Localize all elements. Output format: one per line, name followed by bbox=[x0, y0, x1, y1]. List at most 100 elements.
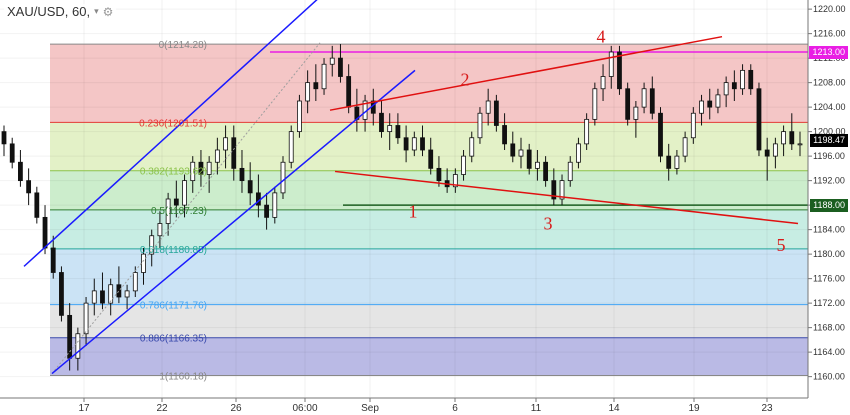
candle-body bbox=[247, 180, 253, 194]
candle-body bbox=[559, 180, 565, 200]
x-tick-label: 17 bbox=[78, 403, 90, 414]
symbol-interval-label[interactable]: XAU/USD, 60, bbox=[7, 4, 91, 19]
y-tick-label: 1196.00 bbox=[813, 151, 845, 161]
candle-body bbox=[649, 88, 655, 114]
wave-label: 3 bbox=[544, 214, 553, 234]
candle-body bbox=[740, 69, 745, 90]
candle-body bbox=[411, 137, 417, 151]
candle-body bbox=[280, 161, 286, 194]
y-tick-label: 1168.00 bbox=[813, 323, 845, 333]
candle-body bbox=[682, 137, 688, 157]
x-axis-bg bbox=[0, 398, 850, 415]
candle-body bbox=[608, 51, 614, 77]
fib-level-label: 0.786(1171.76) bbox=[140, 301, 207, 312]
candle-body bbox=[231, 137, 237, 169]
candle-body bbox=[198, 161, 204, 175]
y-tick-label: 1200.00 bbox=[813, 127, 846, 137]
gear-icon[interactable]: ⚙ bbox=[102, 4, 114, 19]
price-badge: 1213.00 bbox=[809, 45, 848, 59]
candle-body bbox=[567, 161, 573, 182]
candle-body bbox=[461, 155, 466, 175]
y-tick-label: 1220.00 bbox=[813, 4, 846, 14]
candle-body bbox=[50, 247, 56, 273]
candle-body bbox=[9, 143, 15, 163]
candle-body bbox=[346, 76, 352, 108]
candle-body bbox=[658, 112, 663, 157]
fib-level-label: 0.236(1201.51) bbox=[139, 118, 207, 129]
fib-zone bbox=[50, 44, 808, 123]
price-badge: 1198.47 bbox=[810, 134, 848, 148]
fib-level-label: 0.886(1166.35) bbox=[140, 334, 207, 345]
chart-header: XAU/USD, 60, ▾ ⚙ bbox=[4, 4, 117, 19]
candle-body bbox=[641, 88, 647, 108]
candle-body bbox=[715, 94, 721, 108]
candle-body bbox=[182, 180, 187, 206]
candle-body bbox=[223, 137, 228, 151]
candle-body bbox=[83, 302, 89, 335]
candle-body bbox=[477, 112, 483, 139]
candle-body bbox=[100, 290, 105, 304]
candle-body bbox=[387, 125, 393, 133]
candle-body bbox=[379, 112, 384, 133]
candle-body bbox=[116, 284, 122, 298]
candle-body bbox=[338, 57, 343, 77]
wedge-lower-line bbox=[334, 170, 799, 225]
y-tick-label: 1184.00 bbox=[813, 225, 845, 235]
candle-body bbox=[141, 253, 146, 273]
candle-body bbox=[436, 167, 442, 182]
fib-level-label: 0.618(1180.85) bbox=[140, 245, 207, 256]
candle-body bbox=[731, 82, 737, 90]
x-tick-label: 26 bbox=[230, 403, 242, 414]
x-tick-label: 06:00 bbox=[292, 403, 317, 414]
candle-body bbox=[91, 290, 97, 304]
candle-body bbox=[748, 69, 754, 90]
fib-level-label: 0.5(1187.23) bbox=[151, 206, 207, 217]
candle-body bbox=[674, 155, 680, 169]
candle-body bbox=[75, 333, 81, 359]
candle-body bbox=[239, 167, 245, 182]
candle-body bbox=[124, 290, 130, 298]
candle-body bbox=[34, 192, 40, 218]
candle-body bbox=[526, 149, 532, 169]
channel-lower-line bbox=[51, 69, 416, 375]
candle-body bbox=[26, 180, 32, 194]
fib-zone bbox=[50, 248, 808, 305]
y-tick-label: 1160.00 bbox=[813, 372, 845, 382]
candle-body bbox=[18, 161, 23, 182]
candle-body bbox=[190, 161, 196, 182]
candle-body bbox=[420, 137, 425, 151]
candle-body bbox=[173, 198, 179, 206]
x-tick-label: 23 bbox=[761, 403, 773, 414]
candle-body bbox=[149, 235, 155, 255]
candle-body bbox=[756, 88, 762, 151]
fib-level-label: 1(1160.18) bbox=[159, 372, 207, 383]
x-tick-label: 14 bbox=[608, 403, 620, 414]
candle-body bbox=[59, 272, 64, 316]
candle-body bbox=[584, 118, 590, 145]
y-tick-label: 1180.00 bbox=[813, 249, 845, 259]
price-badge: 1188.00 bbox=[810, 198, 848, 212]
candle-body bbox=[493, 100, 499, 126]
candle-body bbox=[428, 149, 434, 169]
candle-body bbox=[764, 149, 770, 157]
y-tick-label: 1164.00 bbox=[813, 347, 845, 357]
candle-body bbox=[485, 100, 491, 114]
candle-body bbox=[132, 272, 138, 292]
wave-label: 4 bbox=[597, 27, 606, 47]
candle-body bbox=[321, 63, 327, 90]
candle-body bbox=[329, 57, 335, 65]
candle-body bbox=[699, 100, 704, 114]
fib-zone bbox=[50, 337, 808, 376]
candle-body bbox=[592, 88, 598, 120]
candle-body bbox=[288, 131, 294, 163]
candle-body bbox=[272, 192, 278, 218]
candle-body bbox=[535, 161, 540, 169]
candle-body bbox=[42, 216, 48, 249]
x-tick-label: 6 bbox=[452, 403, 458, 414]
candle-body bbox=[789, 131, 795, 145]
candle-body bbox=[264, 204, 269, 218]
chevron-down-icon[interactable]: ▾ bbox=[94, 6, 99, 16]
x-tick-label: 19 bbox=[688, 403, 700, 414]
candle-body bbox=[666, 155, 672, 169]
